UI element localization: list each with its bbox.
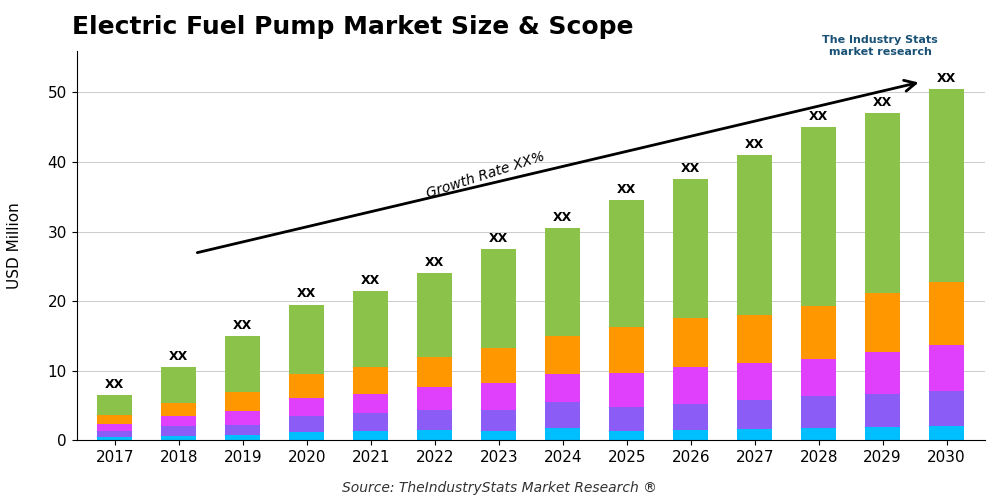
Text: XX: XX <box>553 211 572 224</box>
Bar <box>225 435 260 440</box>
Bar <box>353 394 388 413</box>
Bar <box>97 416 132 424</box>
Text: Source: TheIndustryStats Market Research ®: Source: TheIndustryStats Market Research… <box>342 481 658 495</box>
Bar <box>353 367 388 394</box>
Bar <box>673 404 708 430</box>
Bar <box>481 348 516 383</box>
Bar <box>225 336 260 392</box>
Bar <box>353 290 388 367</box>
Bar <box>737 364 772 401</box>
Bar <box>737 155 772 315</box>
Text: XX: XX <box>169 350 188 363</box>
Text: XX: XX <box>105 378 125 391</box>
Bar <box>737 400 772 429</box>
Bar <box>353 432 388 440</box>
Bar <box>289 304 324 374</box>
Bar <box>417 410 452 430</box>
Bar <box>929 282 964 346</box>
Bar <box>609 406 644 430</box>
Bar <box>161 426 196 436</box>
Bar <box>161 367 196 403</box>
Text: XX: XX <box>425 256 444 269</box>
Bar <box>609 430 644 440</box>
Bar <box>801 428 836 440</box>
Bar <box>353 414 388 432</box>
Y-axis label: USD Million: USD Million <box>7 202 22 289</box>
Bar <box>417 387 452 410</box>
Bar <box>417 357 452 387</box>
Bar <box>481 410 516 430</box>
Bar <box>289 432 324 440</box>
Bar <box>97 395 132 415</box>
Bar <box>865 114 900 293</box>
Bar <box>801 306 836 359</box>
Bar <box>673 367 708 404</box>
Bar <box>545 428 580 440</box>
Text: XX: XX <box>681 162 700 175</box>
Bar <box>737 429 772 440</box>
Bar <box>289 398 324 416</box>
Text: XX: XX <box>233 318 252 332</box>
Bar <box>545 402 580 427</box>
Bar <box>673 430 708 440</box>
Text: XX: XX <box>809 110 828 123</box>
Text: XX: XX <box>937 72 956 85</box>
Bar <box>161 416 196 426</box>
Bar <box>609 328 644 373</box>
Text: XX: XX <box>361 274 380 286</box>
Bar <box>737 315 772 364</box>
Bar <box>481 249 516 348</box>
Bar <box>161 403 196 416</box>
Bar <box>609 373 644 406</box>
Bar <box>225 424 260 435</box>
Bar <box>865 427 900 440</box>
Bar <box>97 437 132 440</box>
Text: XX: XX <box>297 288 316 300</box>
Bar <box>801 359 836 397</box>
Bar <box>609 200 644 328</box>
Bar <box>673 318 708 367</box>
Bar <box>289 416 324 432</box>
Bar <box>929 346 964 391</box>
Bar <box>417 430 452 440</box>
Text: XX: XX <box>617 183 636 196</box>
Bar <box>417 274 452 357</box>
Bar <box>801 396 836 428</box>
Bar <box>289 374 324 398</box>
Bar <box>673 180 708 318</box>
Bar <box>929 89 964 282</box>
Bar <box>865 293 900 352</box>
Bar <box>481 383 516 409</box>
Text: Electric Fuel Pump Market Size & Scope: Electric Fuel Pump Market Size & Scope <box>72 15 633 39</box>
Bar <box>801 127 836 306</box>
Bar <box>545 228 580 336</box>
Bar <box>865 394 900 427</box>
Text: Growth Rate XX%: Growth Rate XX% <box>424 150 546 201</box>
Bar <box>481 430 516 440</box>
Bar <box>97 431 132 437</box>
Text: The Industry Stats
market research: The Industry Stats market research <box>822 35 938 56</box>
Bar <box>161 436 196 440</box>
Bar <box>97 424 132 431</box>
Text: XX: XX <box>873 96 892 109</box>
Bar <box>545 374 580 402</box>
Bar <box>225 392 260 411</box>
Text: XX: XX <box>745 138 764 151</box>
Bar <box>545 336 580 374</box>
Text: XX: XX <box>489 232 508 245</box>
Bar <box>865 352 900 395</box>
Bar <box>929 426 964 440</box>
Bar <box>225 411 260 424</box>
Bar <box>929 391 964 426</box>
